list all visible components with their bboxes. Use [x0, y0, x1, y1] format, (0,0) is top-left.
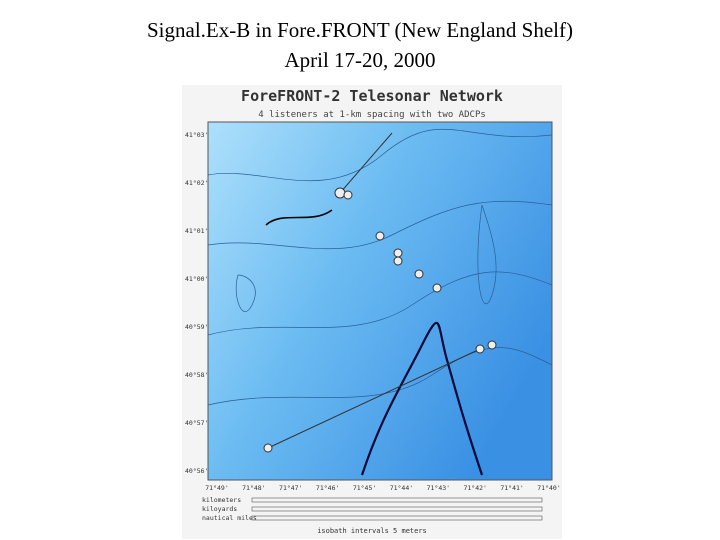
latitude-label: 41°02' — [185, 179, 208, 187]
longitude-label: 71°49' — [205, 484, 228, 492]
scale-bar — [251, 497, 543, 503]
isobath-note: isobath intervals 5 meters — [317, 527, 427, 535]
map-title: ForeFRONT-2 Telesonar Network — [241, 87, 503, 105]
scale-bar — [251, 515, 543, 521]
scale-bar — [251, 506, 543, 512]
longitude-label: 71°42' — [463, 484, 486, 492]
longitude-label: 71°45' — [353, 484, 376, 492]
shelf-isobath — [265, 209, 333, 226]
isobaths — [207, 128, 553, 406]
latitude-label: 41°01' — [185, 227, 208, 235]
slide-subtitle: April 17-20, 2000 — [284, 48, 436, 72]
latitude-label: 41°03' — [185, 131, 208, 139]
map-figure: ForeFRONT-2 Telesonar Network 4 listener… — [182, 85, 562, 539]
longitude-label: 71°47' — [279, 484, 302, 492]
latitude-label: 40°56' — [185, 467, 208, 475]
scale-label: kiloyards — [202, 505, 237, 513]
map-subtitle: 4 listeners at 1-km spacing with two ADC… — [258, 110, 486, 120]
longitude-label: 71°40' — [537, 484, 560, 492]
moorings — [263, 132, 497, 453]
longitude-label: 71°48' — [242, 484, 265, 492]
latitude-labels: 41°03' 41°02' 41°01' 41°00' 40°59' 40°58' 40°5… — [185, 131, 208, 475]
longitude-labels: 71°49' 71°48' 71°47' 71°46' 71°45' 71°44' 71°4… — [205, 484, 560, 492]
map-area — [207, 121, 553, 481]
latitude-label: 40°59' — [185, 323, 208, 331]
longitude-label: 71°44' — [390, 484, 413, 492]
deep-isobath — [360, 321, 484, 476]
longitude-label: 71°43' — [427, 484, 450, 492]
scale-label: kilometers — [202, 496, 241, 504]
slide-title: Signal.Ex-B in Fore.FRONT (New England S… — [147, 18, 573, 42]
longitude-label: 71°46' — [316, 484, 339, 492]
latitude-label: 40°57' — [185, 419, 208, 427]
latitude-label: 41°00' — [185, 275, 208, 283]
latitude-label: 40°58' — [185, 371, 208, 379]
scale-label: nautical miles — [202, 514, 257, 522]
longitude-label: 71°41' — [500, 484, 523, 492]
